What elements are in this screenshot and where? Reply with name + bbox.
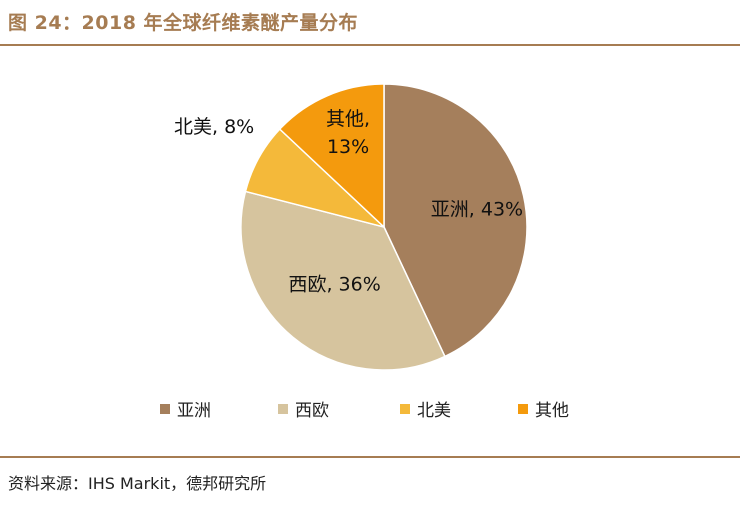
figure-title: 图 24：2018 年全球纤维素醚产量分布 (8, 12, 359, 34)
pie-slice-asia (383, 83, 528, 358)
pie-slice-western-europe (240, 190, 446, 371)
legend-item-other: 其他 (518, 396, 569, 421)
legend-swatch-other (518, 403, 528, 414)
legend-swatch-western-europe (278, 403, 288, 414)
data-label-western-europe: 西欧, 36% (288, 273, 380, 295)
legend-label-western-europe: 西欧 (295, 401, 329, 421)
title-divider (0, 44, 740, 46)
legend-label-north-america: 北美 (417, 401, 451, 421)
legend-swatch-north-america (400, 403, 410, 414)
source-divider (0, 456, 740, 458)
legend-swatch-asia (160, 403, 170, 414)
legend-item-asia: 亚洲 (160, 396, 211, 421)
legend-item-western-europe: 西欧 (278, 396, 329, 421)
pie-slice-other (278, 83, 385, 229)
legend-item-north-america: 北美 (400, 396, 451, 421)
data-label-other-name: 其他, (326, 108, 370, 130)
legend-label-asia: 亚洲 (177, 401, 211, 421)
chart-legend: 亚洲 西欧 北美 其他 (0, 396, 747, 424)
data-label-north-america: 北美, 8% (174, 116, 254, 138)
pie-chart: 亚洲, 43% 西欧, 36% 北美, 8% 其他, 13% 亚洲 西欧 北美 其他 (0, 46, 747, 456)
legend-label-other: 其他 (535, 401, 569, 421)
data-label-asia: 亚洲, 43% (431, 198, 523, 220)
pie-chart-svg: 亚洲, 43% 西欧, 36% 北美, 8% 其他, 13% (174, 83, 528, 371)
data-label-other-value: 13% (327, 136, 369, 158)
source-note: 资料来源：IHS Markit，德邦研究所 (8, 474, 267, 493)
